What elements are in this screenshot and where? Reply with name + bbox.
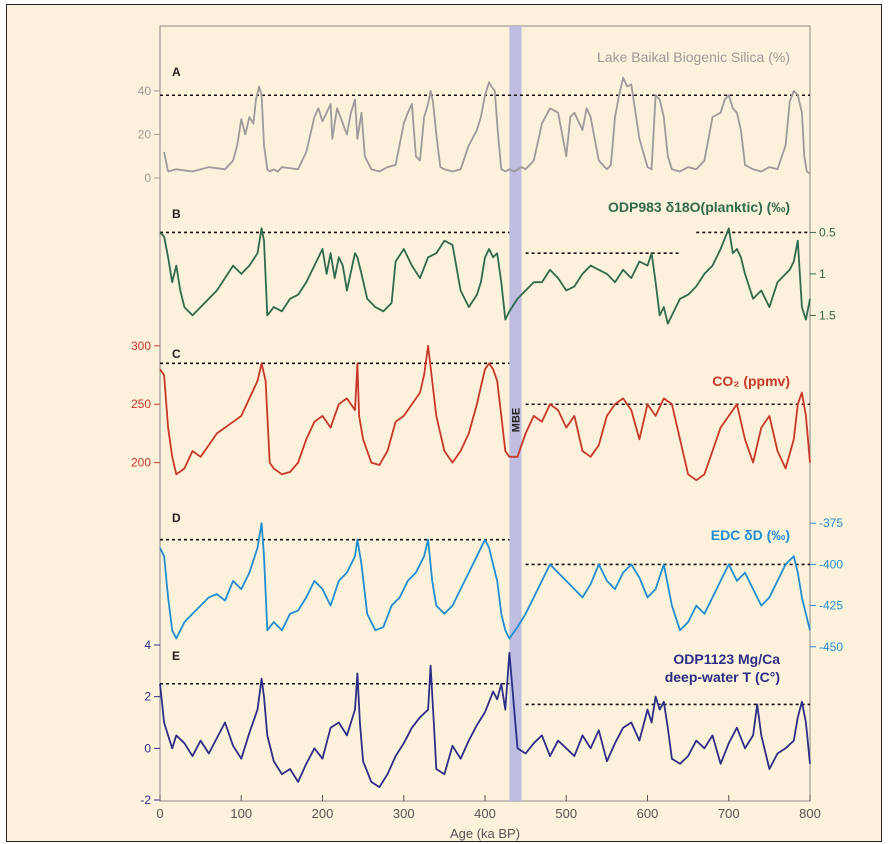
panel-c-tick-label-1: 200 — [131, 456, 151, 470]
panel-e-series-name-line-1: ODP1123 Mg/Ca — [673, 651, 780, 667]
panel-a-tick-label-1: 0 — [144, 171, 151, 185]
panel-d-tick-label-1: -375 — [819, 516, 843, 530]
panel-d-letter: D — [172, 511, 181, 525]
x-tick-label-100: 100 — [230, 806, 252, 821]
x-tick-label-0: 0 — [156, 806, 163, 821]
x-tick-label-700: 700 — [718, 806, 740, 821]
mbe-band — [509, 26, 522, 801]
panel-e: -2 0 2 4 E ODP1123 Mg/Ca deep-water T (C°) — [140, 638, 811, 807]
panel-a-tick-label-3: 40 — [138, 84, 152, 98]
panel-a-letter: A — [172, 65, 181, 79]
panel-c-tick-label-2: 250 — [131, 397, 151, 411]
panel-d-series-line — [159, 522, 811, 640]
panel-a-series-name: Lake Baikal Biogenic Silica (%) — [597, 49, 790, 65]
panel-e-tick-label-1: -2 — [140, 793, 151, 807]
panel-b-tick-label-2: 1 — [819, 267, 826, 281]
panel-b-series-line — [159, 227, 811, 325]
panel-a-tick-label-2: 20 — [138, 127, 152, 141]
x-tick-label-800: 800 — [799, 806, 821, 821]
panel-b-series-name: ODP983 δ18O(planktic) (‰) — [608, 199, 790, 215]
panel-c-letter: C — [172, 347, 181, 361]
panel-d-tick-label-4: -450 — [819, 640, 843, 654]
panel-a: 0 20 40 A Lake Baikal Biogenic Silica (%) — [138, 49, 811, 185]
x-tick-label-400: 400 — [474, 806, 496, 821]
panel-e-tick-label-4: 4 — [144, 638, 151, 652]
panel-c-series-name: CO₂ (ppmv) — [712, 373, 790, 389]
mbe-band-label: MBE — [510, 408, 522, 432]
panel-b-tick-label-3: 1.5 — [819, 308, 836, 322]
plot-area — [159, 25, 811, 802]
panel-e-tick-label-2: 0 — [144, 741, 151, 755]
x-tick-label-600: 600 — [637, 806, 659, 821]
panel-d-series-name: EDC δD (‰) — [711, 527, 790, 543]
panel-e-letter: E — [172, 649, 180, 663]
panel-b-letter: B — [172, 207, 181, 221]
panel-d-tick-label-2: -400 — [819, 557, 843, 571]
panel-d: -375 -400 -425 -450 D EDC δD (‰) — [159, 511, 843, 654]
panel-d-tick-label-3: -425 — [819, 599, 843, 613]
mbe-band-layer: MBE — [509, 26, 522, 801]
panel-b-tick-label-1: 0.5 — [819, 225, 836, 239]
panel-e-series-name-line-2: deep-water T (C°) — [665, 669, 780, 685]
x-tick-label-300: 300 — [393, 806, 415, 821]
panel-a-series-line — [163, 76, 811, 175]
x-tick-label-500: 500 — [555, 806, 577, 821]
x-axis-label: Age (ka BP) — [450, 826, 520, 841]
x-axis: 0 100 200 300 400 500 600 700 800 — [156, 795, 821, 821]
x-tick-label-200: 200 — [312, 806, 334, 821]
panel-c-tick-label-3: 300 — [131, 339, 151, 353]
panel-e-series-line — [159, 651, 811, 788]
panel-b: 0.5 1 1.5 B ODP983 δ18O(planktic) (‰) — [159, 199, 836, 325]
panel-e-tick-label-3: 2 — [144, 690, 151, 704]
panel-c: 200 250 300 C CO₂ (ppmv) — [131, 339, 811, 482]
panel-c-series-line — [159, 344, 811, 482]
